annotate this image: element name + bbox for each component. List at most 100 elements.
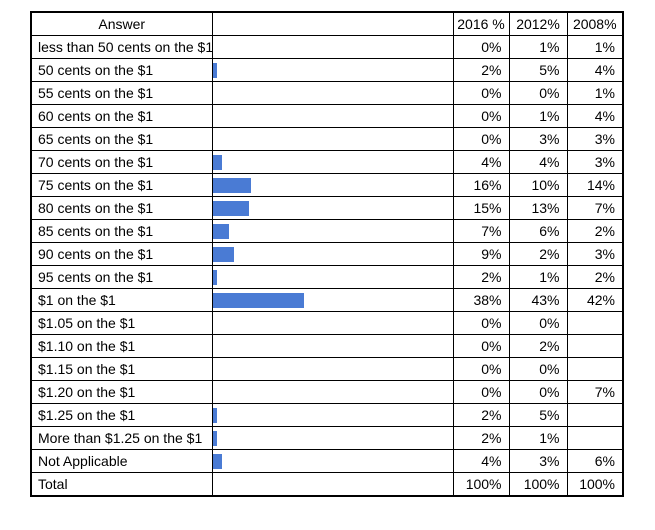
table-row: 55 cents on the $1 0% 0% 1% — [30, 81, 624, 105]
bar-cell — [211, 104, 454, 128]
answer-label: 55 cents on the $1 — [30, 81, 213, 105]
table-row: 65 cents on the $1 0% 3% 3% — [30, 127, 624, 151]
value-2008: 7% — [566, 380, 624, 404]
value-2012: 0% — [508, 81, 568, 105]
value-2008: 14% — [566, 173, 624, 197]
header-bar-column — [211, 11, 454, 36]
bar-cell — [211, 426, 454, 450]
value-2016: 9% — [452, 242, 510, 266]
table-row: $1.10 on the $1 0% 2% — [30, 334, 624, 358]
table-row: More than $1.25 on the $1 2% 1% — [30, 426, 624, 450]
header-row: Answer 2016 % 2012% 2008% — [30, 11, 624, 36]
value-2012: 1% — [508, 426, 568, 450]
value-2008: 42% — [566, 288, 624, 312]
value-2008 — [566, 334, 624, 358]
value-2012: 43% — [508, 288, 568, 312]
value-2016: 4% — [452, 150, 510, 174]
header-2008: 2008% — [566, 11, 624, 36]
answer-label: 85 cents on the $1 — [30, 219, 213, 243]
value-2012: 4% — [508, 150, 568, 174]
data-bar — [213, 62, 218, 78]
value-2012: 6% — [508, 219, 568, 243]
bar-cell — [211, 127, 454, 151]
value-2008: 1% — [566, 35, 624, 59]
value-2016: 2% — [452, 403, 510, 427]
answer-label: less than 50 cents on the $1 — [30, 35, 213, 59]
bar-cell — [211, 242, 454, 266]
table-row: 70 cents on the $1 4% 4% 3% — [30, 150, 624, 174]
value-2016: 0% — [452, 380, 510, 404]
data-bar — [213, 407, 218, 423]
value-2012: 1% — [508, 35, 568, 59]
value-2008 — [566, 403, 624, 427]
answer-label: 65 cents on the $1 — [30, 127, 213, 151]
answer-label: $1.05 on the $1 — [30, 311, 213, 335]
table-row: $1.20 on the $1 0% 0% 7% — [30, 380, 624, 404]
table-row: 60 cents on the $1 0% 1% 4% — [30, 104, 624, 128]
value-2008 — [566, 311, 624, 335]
bar-cell — [211, 173, 454, 197]
value-2016: 7% — [452, 219, 510, 243]
data-bar — [213, 177, 251, 193]
bar-cell — [211, 472, 454, 497]
value-2016: 2% — [452, 265, 510, 289]
table-row: $1.05 on the $1 0% 0% — [30, 311, 624, 335]
survey-results-table: Answer 2016 % 2012% 2008% less than 50 c… — [30, 11, 624, 497]
answer-label: 60 cents on the $1 — [30, 104, 213, 128]
bar-cell — [211, 81, 454, 105]
value-2016: 38% — [452, 288, 510, 312]
value-2008 — [566, 426, 624, 450]
table-row: 75 cents on the $1 16% 10% 14% — [30, 173, 624, 197]
value-2012: 0% — [508, 357, 568, 381]
value-2012: 10% — [508, 173, 568, 197]
table-row: $1.25 on the $1 2% 5% — [30, 403, 624, 427]
header-2012: 2012% — [508, 11, 568, 36]
value-2012: 5% — [508, 58, 568, 82]
header-answer: Answer — [30, 11, 213, 36]
bar-cell — [211, 357, 454, 381]
table-row: Total 100% 100% 100% — [30, 472, 624, 497]
data-bar — [213, 154, 223, 170]
data-bar — [213, 200, 249, 216]
value-2012: 2% — [508, 242, 568, 266]
value-2016: 0% — [452, 357, 510, 381]
value-2008: 2% — [566, 219, 624, 243]
value-2016: 100% — [452, 472, 510, 497]
answer-label: Total — [30, 472, 213, 497]
value-2012: 3% — [508, 127, 568, 151]
table-row: 50 cents on the $1 2% 5% 4% — [30, 58, 624, 82]
bar-cell — [211, 403, 454, 427]
table-row: 80 cents on the $1 15% 13% 7% — [30, 196, 624, 220]
answer-label: $1.10 on the $1 — [30, 334, 213, 358]
value-2008: 1% — [566, 81, 624, 105]
answer-label: 70 cents on the $1 — [30, 150, 213, 174]
value-2008: 3% — [566, 150, 624, 174]
bar-cell — [211, 219, 454, 243]
value-2016: 2% — [452, 58, 510, 82]
value-2008: 4% — [566, 104, 624, 128]
value-2016: 0% — [452, 104, 510, 128]
answer-label: 75 cents on the $1 — [30, 173, 213, 197]
table-row: 95 cents on the $1 2% 1% 2% — [30, 265, 624, 289]
value-2012: 0% — [508, 380, 568, 404]
data-bar — [213, 246, 235, 262]
bar-cell — [211, 150, 454, 174]
answer-label: Not Applicable — [30, 449, 213, 473]
bar-cell — [211, 311, 454, 335]
table-row: $1.15 on the $1 0% 0% — [30, 357, 624, 381]
bar-cell — [211, 35, 454, 59]
data-bar — [213, 269, 218, 285]
answer-label: 90 cents on the $1 — [30, 242, 213, 266]
value-2012: 13% — [508, 196, 568, 220]
bar-cell — [211, 196, 454, 220]
value-2012: 0% — [508, 311, 568, 335]
value-2016: 15% — [452, 196, 510, 220]
answer-label: $1.20 on the $1 — [30, 380, 213, 404]
value-2016: 0% — [452, 81, 510, 105]
table-row: less than 50 cents on the $1 0% 1% 1% — [30, 35, 624, 59]
bar-cell — [211, 380, 454, 404]
table-row: $1 on the $1 38% 43% 42% — [30, 288, 624, 312]
value-2016: 16% — [452, 173, 510, 197]
data-bar — [213, 430, 218, 446]
